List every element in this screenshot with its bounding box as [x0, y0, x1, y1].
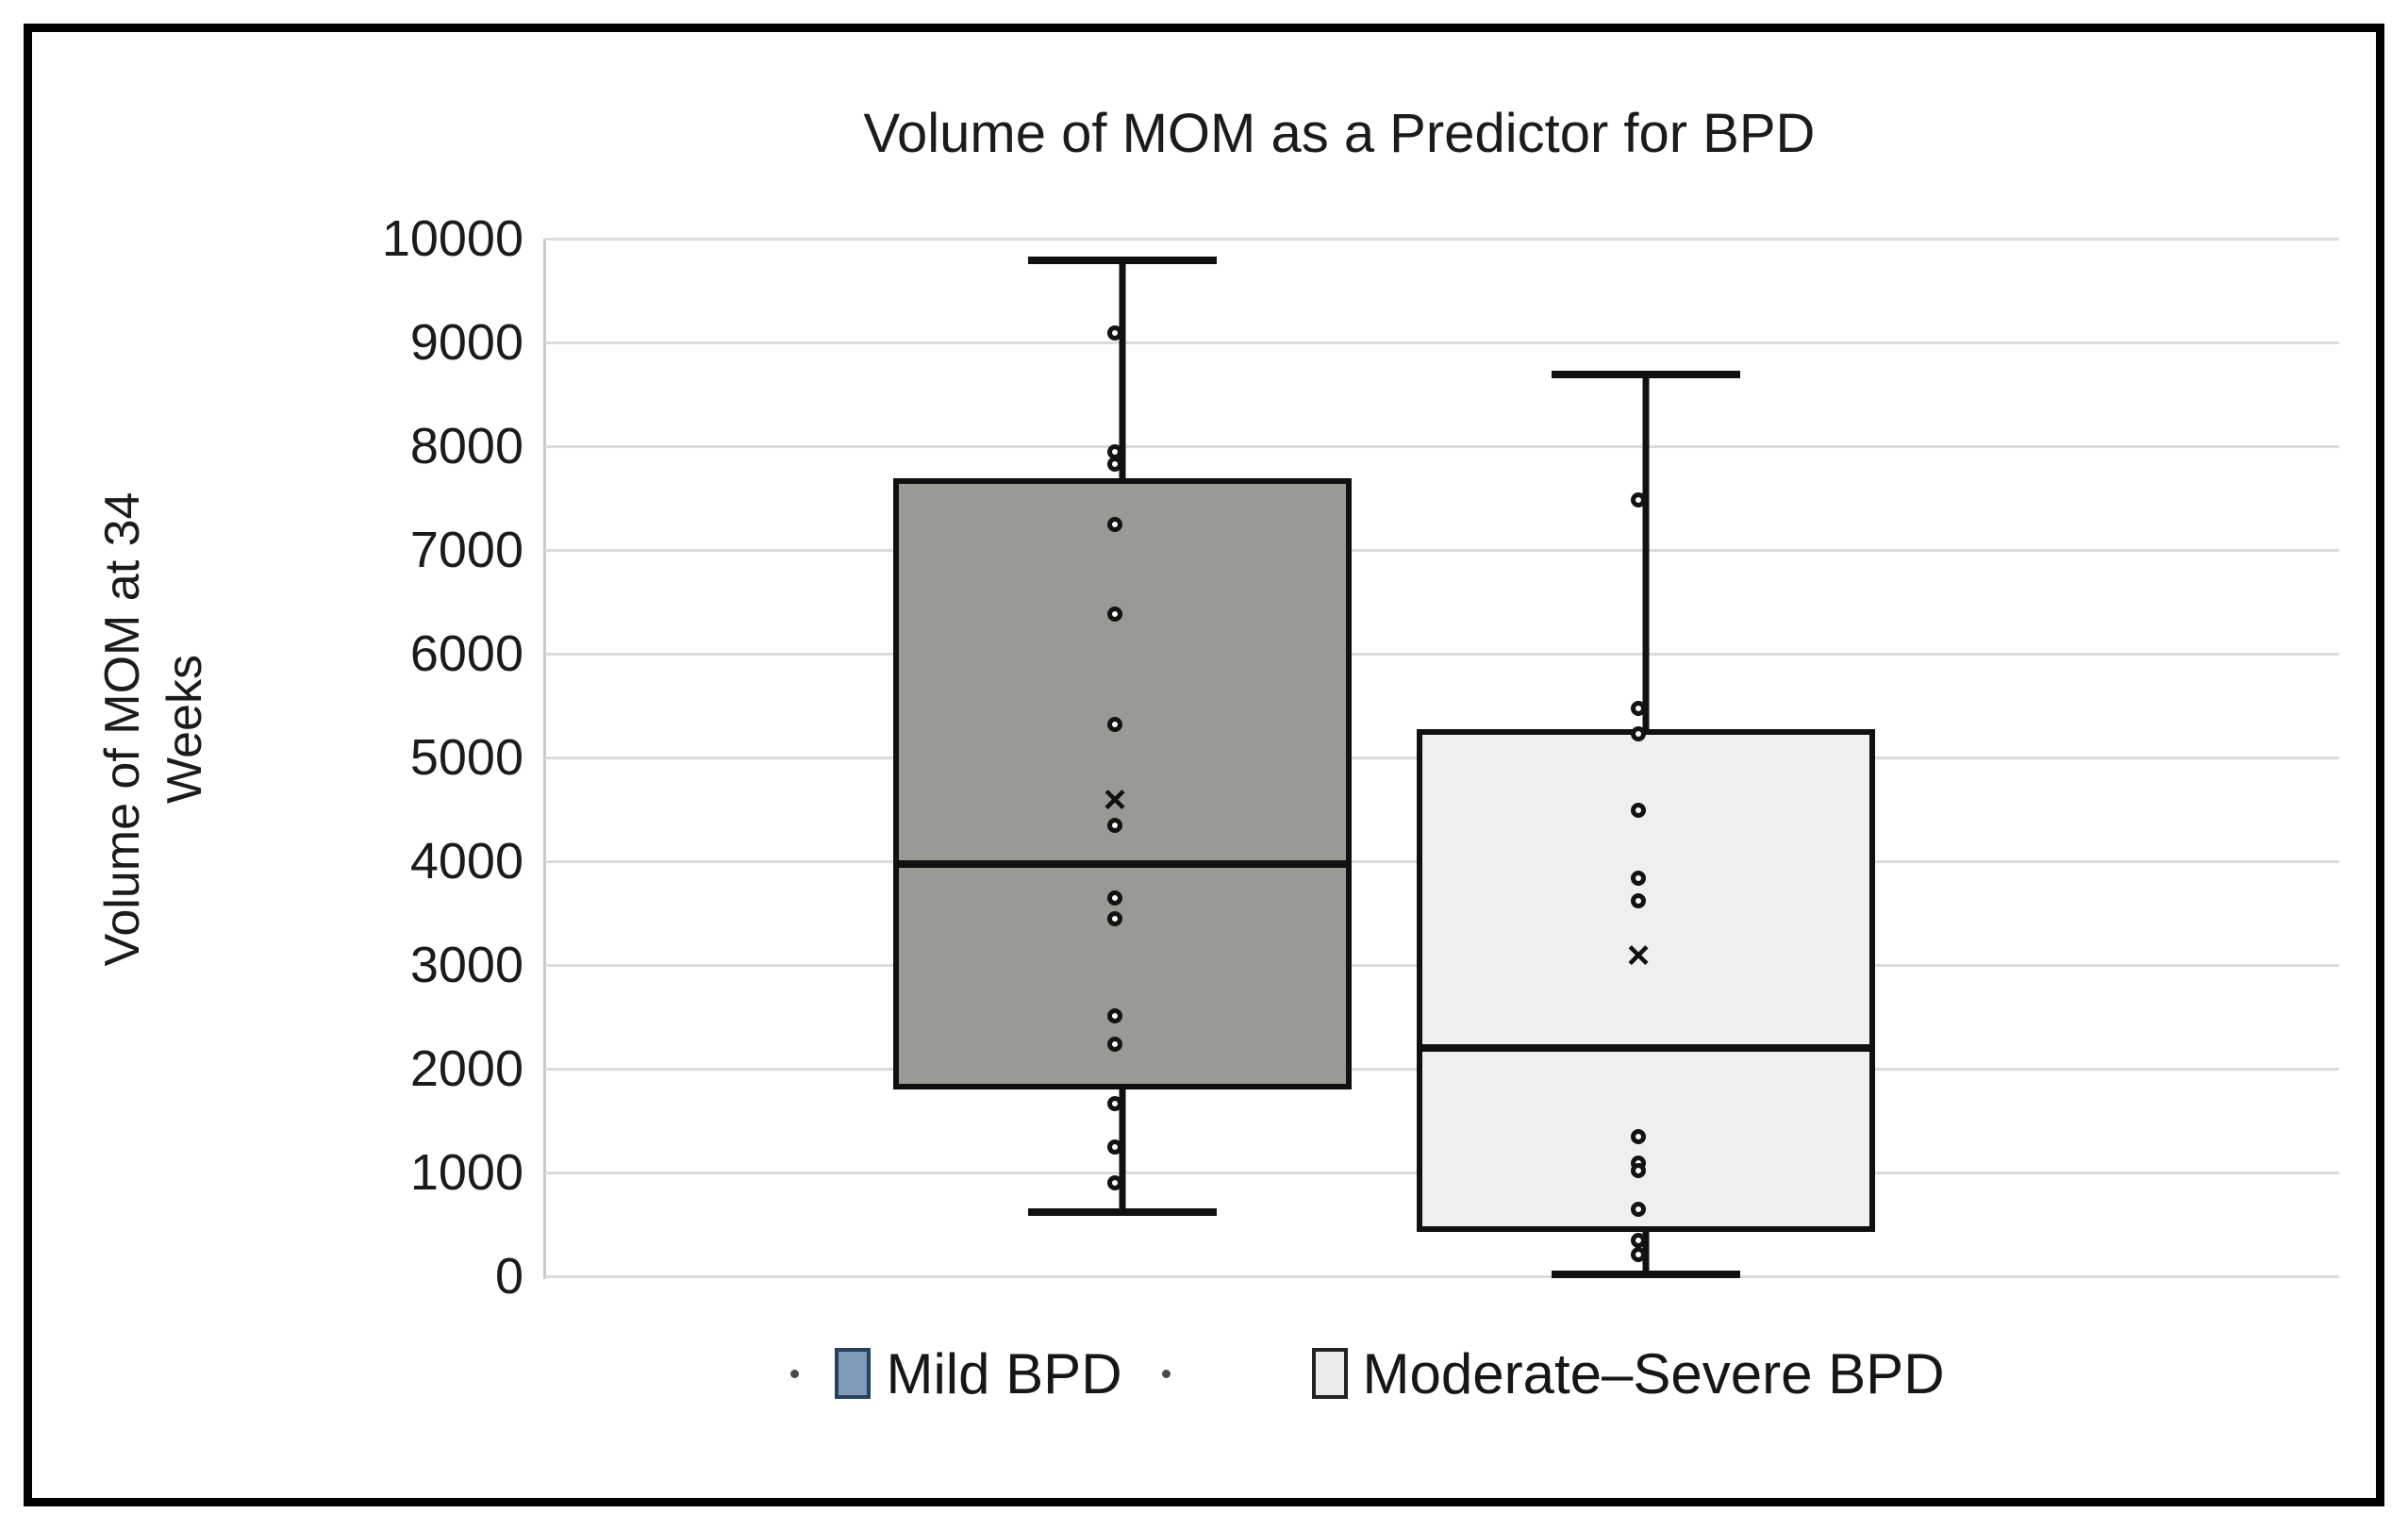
- chart-title: Volume of MOM as a Predictor for BPD: [863, 103, 1816, 164]
- gridline-9000: [545, 341, 2339, 344]
- legend: Mild BPD Moderate–Severe BPD: [406, 1328, 2330, 1419]
- data-point-mild-bpd: [1107, 716, 1122, 732]
- data-point-mild-bpd: [1107, 516, 1122, 532]
- min-cap-mild-bpd: [1028, 1207, 1217, 1216]
- data-point-mild-bpd: [1107, 1139, 1122, 1155]
- y-tick-label-9000: 9000: [409, 314, 523, 371]
- y-tick-label-8000: 8000: [409, 418, 523, 474]
- y-tick-label-6000: 6000: [409, 625, 523, 682]
- lower-whisker-mild-bpd: [1119, 1089, 1126, 1212]
- upper-whisker-moderate-severe-bpd: [1642, 374, 1650, 730]
- box-mild-bpd: [893, 478, 1352, 1089]
- y-axis-title: Volume of MOM at 34 Weeks: [95, 491, 212, 967]
- gridline-0: [545, 1274, 2339, 1278]
- data-point-moderate-severe-bpd: [1631, 1162, 1646, 1178]
- mean-marker-moderate-severe-bpd: ×: [1626, 932, 1651, 977]
- legend-label-moderate-severe-bpd: Moderate–Severe BPD: [1362, 1341, 1945, 1405]
- max-cap-moderate-severe-bpd: [1552, 371, 1740, 379]
- data-point-mild-bpd: [1107, 1007, 1122, 1023]
- data-point-moderate-severe-bpd: [1631, 1128, 1646, 1144]
- legend-item-mild-bpd: Mild BPD: [790, 1341, 1171, 1406]
- y-tick-label-4000: 4000: [409, 833, 523, 890]
- data-point-moderate-severe-bpd: [1631, 701, 1646, 717]
- data-point-moderate-severe-bpd: [1631, 1201, 1646, 1217]
- lower-whisker-moderate-severe-bpd: [1642, 1231, 1650, 1274]
- y-axis-line: [543, 239, 546, 1279]
- data-point-moderate-severe-bpd: [1631, 892, 1646, 908]
- gridline-6000: [545, 652, 2339, 656]
- y-tick-label-7000: 7000: [409, 522, 523, 578]
- data-point-mild-bpd: [1107, 910, 1122, 926]
- legend-item-moderate-severe-bpd: Moderate–Severe BPD: [1311, 1341, 1945, 1406]
- data-point-mild-bpd: [1107, 607, 1122, 623]
- y-tick-label-2000: 2000: [409, 1040, 523, 1097]
- data-point-mild-bpd: [1107, 1096, 1122, 1112]
- data-point-mild-bpd: [1107, 325, 1122, 341]
- gridline-10000: [545, 237, 2339, 241]
- data-point-mild-bpd: [1107, 456, 1122, 472]
- mean-marker-mild-bpd: ×: [1103, 776, 1127, 822]
- data-point-moderate-severe-bpd: [1631, 803, 1646, 819]
- data-point-moderate-severe-bpd: [1631, 725, 1646, 741]
- max-cap-mild-bpd: [1028, 257, 1217, 265]
- data-point-moderate-severe-bpd: [1631, 1232, 1646, 1248]
- legend-artifact-dot-right: [1161, 1369, 1171, 1378]
- legend-label-mild-bpd: Mild BPD: [886, 1341, 1122, 1405]
- box-moderate-severe-bpd: [1417, 729, 1875, 1232]
- gridline-8000: [545, 444, 2339, 448]
- data-point-mild-bpd: [1107, 1175, 1122, 1190]
- y-tick-label-3000: 3000: [409, 937, 523, 993]
- y-tick-label-0: 0: [494, 1248, 523, 1305]
- median-line-moderate-severe-bpd: [1420, 1044, 1872, 1052]
- upper-whisker-mild-bpd: [1119, 260, 1126, 479]
- data-point-mild-bpd: [1107, 817, 1122, 833]
- data-point-mild-bpd: [1107, 890, 1122, 906]
- min-cap-moderate-severe-bpd: [1552, 1270, 1740, 1278]
- data-point-moderate-severe-bpd: [1631, 870, 1646, 886]
- legend-swatch-mild-bpd: [835, 1348, 872, 1399]
- y-tick-label-1000: 1000: [409, 1144, 523, 1201]
- median-line-mild-bpd: [896, 860, 1349, 869]
- legend-artifact-dot-left: [790, 1369, 800, 1378]
- data-point-moderate-severe-bpd: [1631, 1246, 1646, 1262]
- data-point-mild-bpd: [1107, 1036, 1122, 1052]
- legend-swatch-moderate-severe-bpd: [1311, 1348, 1348, 1399]
- data-point-moderate-severe-bpd: [1631, 492, 1646, 508]
- gridline-7000: [545, 548, 2339, 552]
- y-tick-label-5000: 5000: [409, 729, 523, 786]
- y-tick-label-10000: 10000: [381, 210, 523, 267]
